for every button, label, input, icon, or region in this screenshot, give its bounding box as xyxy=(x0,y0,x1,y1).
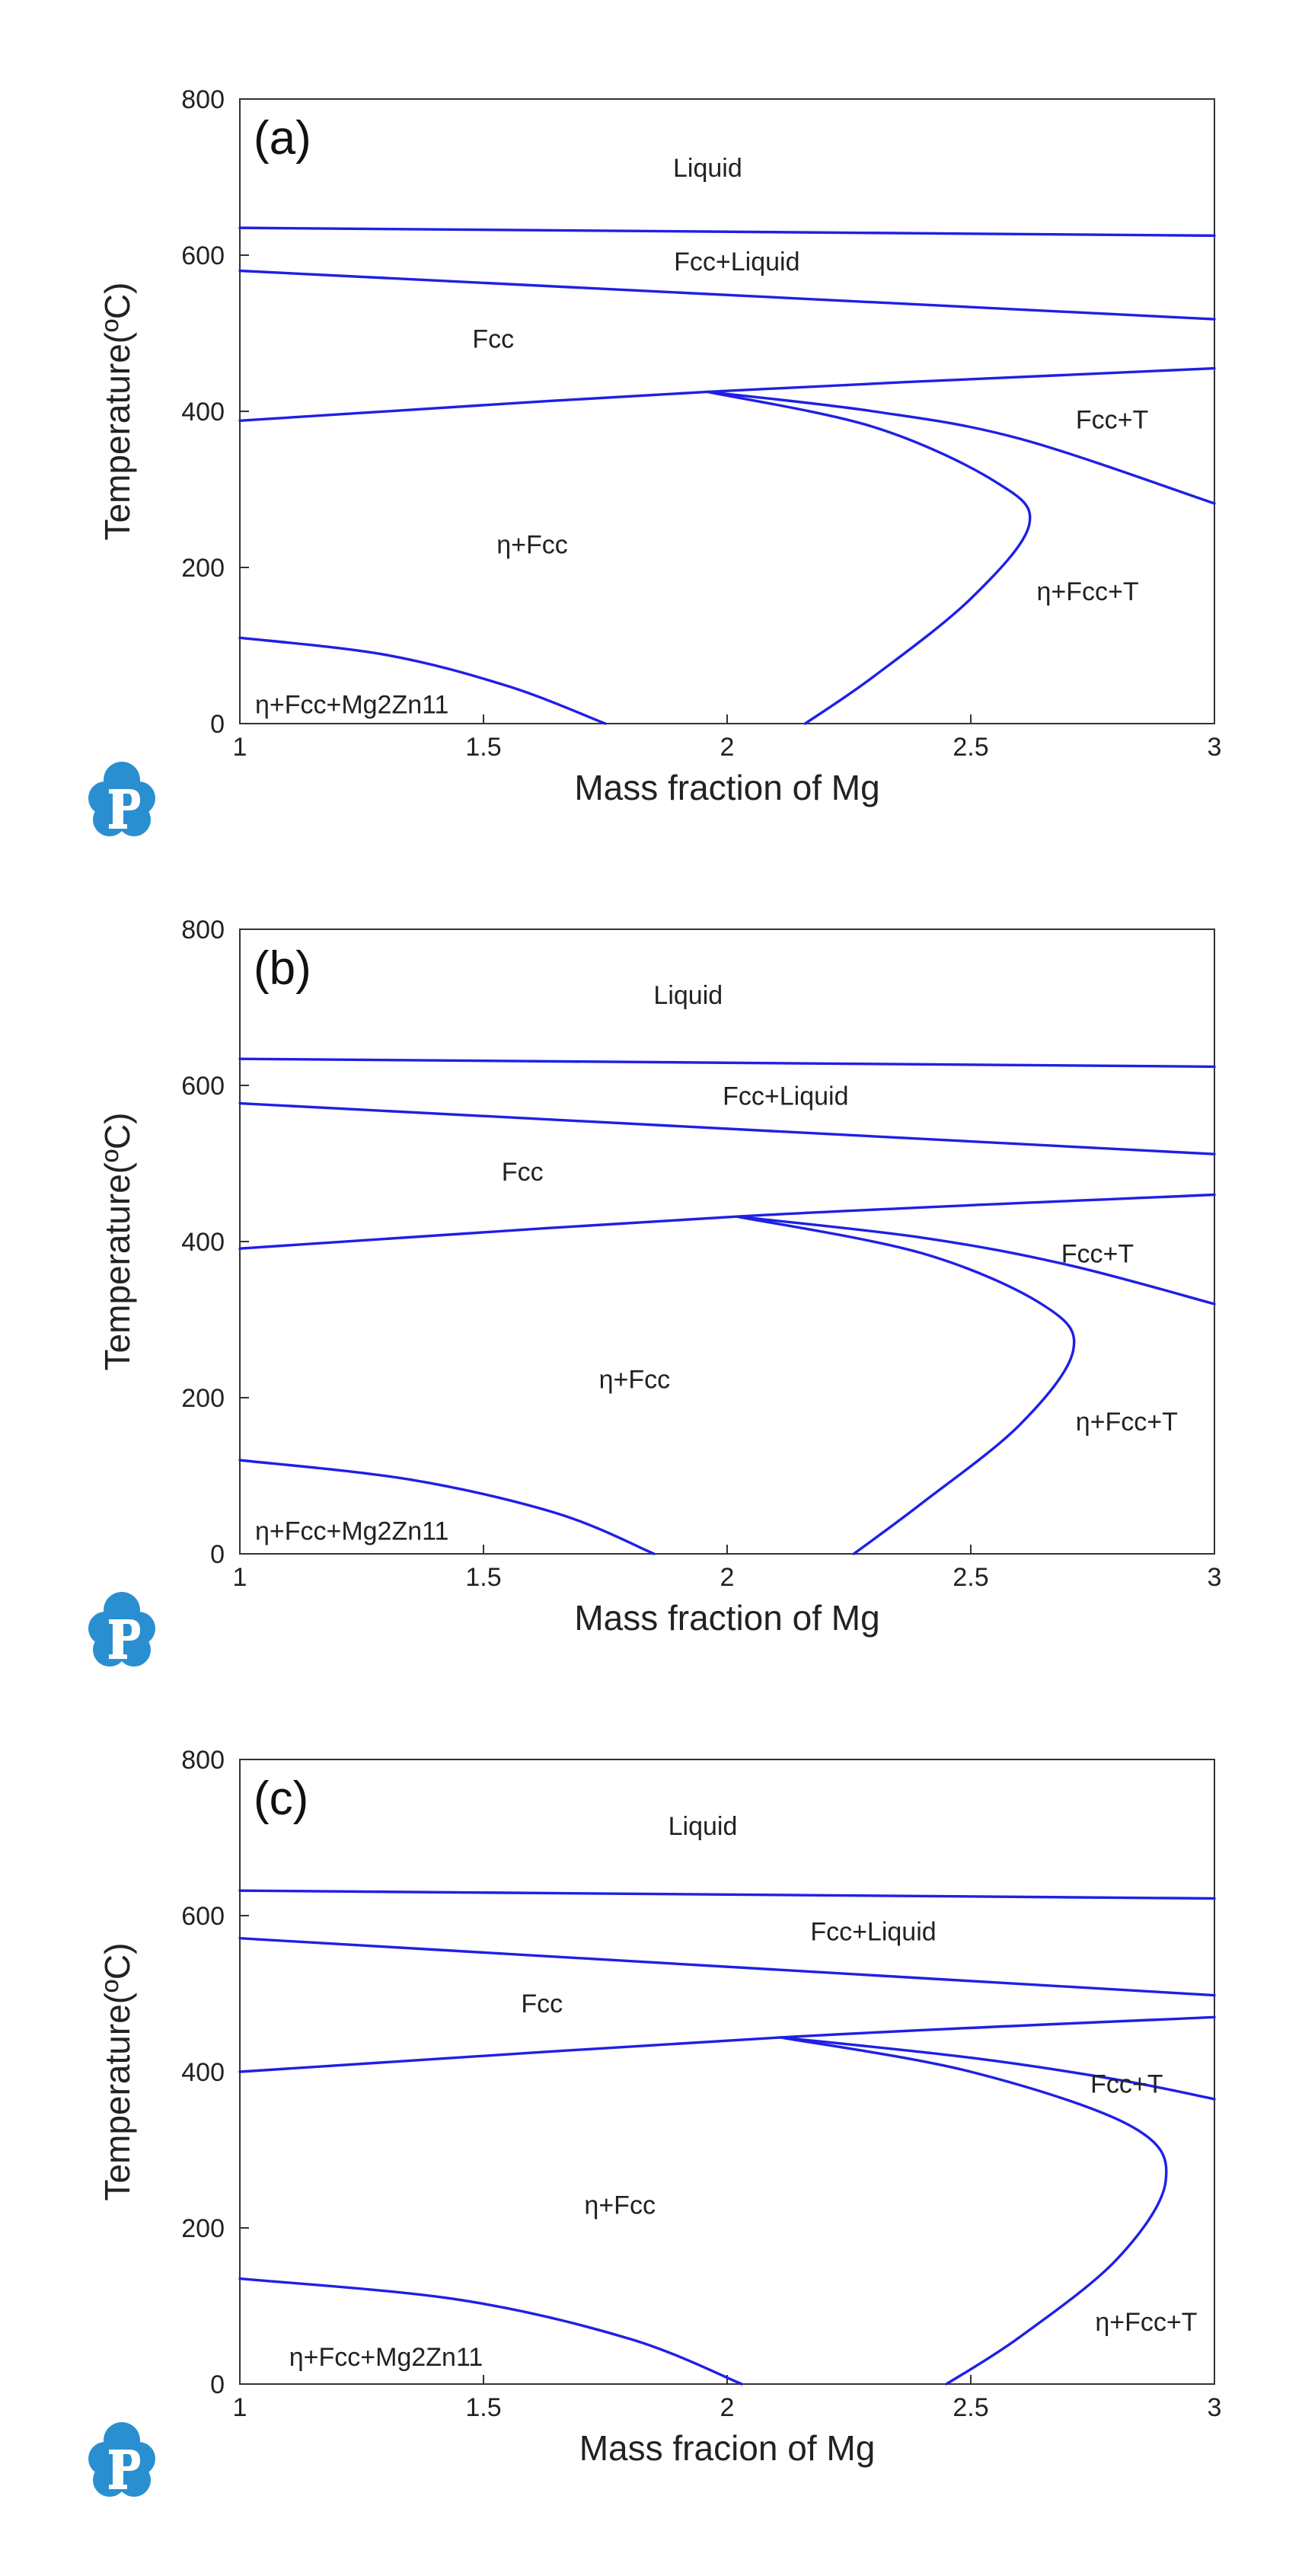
region-label: Liquid xyxy=(669,1812,738,1841)
y-tick-label: 200 xyxy=(181,554,225,583)
x-axis-label: Mass fracion of Mg xyxy=(579,2428,876,2468)
boundary-t-solvus xyxy=(736,1215,1216,1306)
x-tick-label: 2 xyxy=(720,1563,735,1592)
panel-label: (a) xyxy=(254,112,311,165)
x-tick-label: 1 xyxy=(233,733,247,762)
x-tick-label: 2 xyxy=(720,733,735,762)
region-label: Fcc+Liquid xyxy=(674,248,799,276)
region-label: η+Fcc xyxy=(584,2191,656,2220)
region-label: Liquid xyxy=(673,154,742,183)
region-label: η+Fcc+T xyxy=(1076,1408,1178,1437)
publisher-logo-icon xyxy=(88,1592,155,1667)
x-axis-label: Mass fraction of Mg xyxy=(574,768,879,807)
boundary-t-solvus xyxy=(779,2036,1216,2101)
y-tick-label: 600 xyxy=(181,1072,225,1101)
y-tick-label: 0 xyxy=(210,710,225,739)
y-tick-label: 400 xyxy=(181,2058,225,2087)
phase-diagram-panel-2: 1 1.5 2 2.5 3 0 200 400 600 800 Mass fraction of M… xyxy=(88,916,1221,1667)
x-tick-label: 1.5 xyxy=(465,1563,501,1592)
boundary-liquidus xyxy=(238,226,1216,238)
boundary-eta-fcc-eta-fcc-t-boundary xyxy=(736,1215,1076,1555)
y-tick-label: 800 xyxy=(181,85,225,114)
region-label: Fcc+T xyxy=(1076,405,1148,434)
region-label: Fcc+Liquid xyxy=(723,1082,848,1111)
boundary-liquidus xyxy=(238,1057,1216,1069)
y-tick-label: 200 xyxy=(181,2214,225,2243)
boundary-eta-fcc-eta-fcc-t-boundary xyxy=(779,2036,1168,2386)
boundary-mg2zn11-solvus xyxy=(238,636,607,725)
region-label: Fcc+Liquid xyxy=(810,1918,936,1947)
region-label: Fcc+T xyxy=(1090,2069,1163,2098)
panel-label: (b) xyxy=(254,942,311,995)
x-tick-label: 1.5 xyxy=(465,2393,501,2422)
x-tick-label: 2.5 xyxy=(953,1563,988,1592)
boundary-solidus xyxy=(238,1101,1216,1155)
panel-label: (c) xyxy=(254,1772,308,1825)
boundary-mg2zn11-solvus xyxy=(238,2277,743,2386)
y-tick-label: 400 xyxy=(181,1228,225,1257)
y-axis-label: Temperature(ºC) xyxy=(97,1943,137,2201)
phase-diagram-panel-1: 1 1.5 2 2.5 3 0 200 400 600 800 Mass fraction of M… xyxy=(88,85,1221,836)
boundary-solidus xyxy=(238,269,1216,321)
x-tick-label: 3 xyxy=(1208,2393,1222,2422)
publisher-logo-icon xyxy=(88,2422,155,2497)
region-label: Fcc xyxy=(502,1158,544,1187)
region-label: η+Fcc+Mg2Zn11 xyxy=(255,1517,449,1545)
y-tick-label: 400 xyxy=(181,398,225,427)
y-axis-label: Temperature(ºC) xyxy=(97,283,137,541)
region-label: Fcc+T xyxy=(1061,1239,1134,1268)
y-tick-label: 600 xyxy=(181,1902,225,1931)
x-tick-label: 1 xyxy=(233,1563,247,1592)
x-tick-label: 2.5 xyxy=(953,733,988,762)
x-tick-label: 3 xyxy=(1208,733,1222,762)
region-label: Fcc xyxy=(472,325,514,354)
boundary-eta-fcc-eta-fcc-t-boundary xyxy=(706,390,1032,725)
x-axis-label: Mass fraction of Mg xyxy=(574,1598,879,1638)
region-label: η+Fcc+Mg2Zn11 xyxy=(289,2343,483,2372)
y-tick-label: 800 xyxy=(181,916,225,944)
boundary-mg2zn11-solvus xyxy=(238,1459,656,1555)
region-label: η+Fcc xyxy=(496,530,568,559)
region-label: η+Fcc+T xyxy=(1095,2308,1197,2337)
x-tick-label: 2.5 xyxy=(953,2393,988,2422)
x-tick-label: 1.5 xyxy=(465,733,501,762)
y-tick-label: 0 xyxy=(210,2370,225,2399)
y-tick-label: 0 xyxy=(210,1540,225,1569)
region-label: η+Fcc+Mg2Zn11 xyxy=(255,690,449,719)
boundary-fcc-solvus xyxy=(238,2015,1216,2073)
y-tick-label: 600 xyxy=(181,241,225,270)
region-label: Liquid xyxy=(653,981,723,1010)
boundary-solidus xyxy=(238,1937,1216,1997)
boundary-liquidus xyxy=(238,1889,1216,1900)
region-label: Fcc xyxy=(521,1990,563,2018)
phase-diagram-panel-3: 1 1.5 2 2.5 3 0 200 400 600 800 Mass fracion of Mg… xyxy=(88,1746,1221,2497)
y-axis-label: Temperature(ºC) xyxy=(97,1113,137,1371)
x-tick-label: 3 xyxy=(1208,1563,1222,1592)
x-tick-label: 2 xyxy=(720,2393,735,2422)
x-tick-label: 1 xyxy=(233,2393,247,2422)
y-tick-label: 800 xyxy=(181,1746,225,1775)
region-label: η+Fcc xyxy=(599,1365,671,1394)
publisher-logo-icon xyxy=(88,762,155,836)
y-tick-label: 200 xyxy=(181,1384,225,1413)
region-label: η+Fcc+T xyxy=(1037,577,1139,606)
boundary-t-solvus xyxy=(706,390,1216,505)
